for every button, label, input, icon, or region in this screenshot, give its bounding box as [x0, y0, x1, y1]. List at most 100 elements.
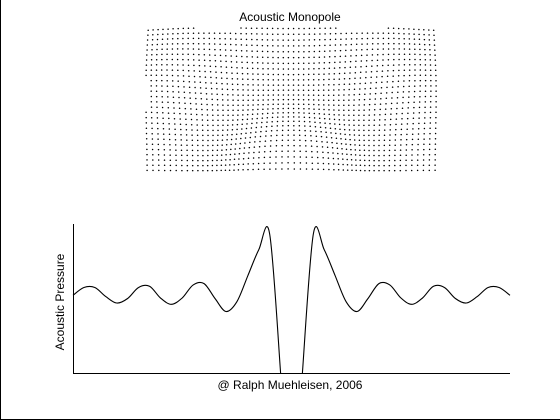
field-dot-1508 [242, 169, 244, 171]
field-dot-1067 [282, 125, 284, 127]
field-dot-952 [267, 117, 269, 119]
field-dot-1511 [258, 169, 260, 171]
field-dot-803 [358, 104, 360, 106]
field-dot-483 [420, 69, 422, 71]
field-dot-1061 [251, 127, 253, 129]
field-dot-632 [328, 89, 330, 91]
field-dot-654 [156, 90, 158, 92]
field-dot-313 [409, 53, 411, 55]
field-dot-646 [403, 86, 405, 88]
field-dot-941 [212, 120, 214, 122]
field-dot-680 [293, 94, 295, 96]
field-dot-1266 [152, 149, 154, 151]
field-dot-682 [303, 94, 305, 96]
field-dot-989 [168, 123, 170, 125]
field-dot-176 [277, 45, 279, 47]
field-dot-721 [222, 99, 224, 101]
field-dot-150 [434, 39, 436, 41]
field-dot-496 [194, 76, 196, 78]
field-dot-776 [222, 104, 224, 106]
field-dot-1008 [266, 121, 268, 123]
field-dot-800 [343, 105, 345, 107]
field-dot-1436 [164, 165, 166, 167]
field-dot-829 [212, 109, 214, 111]
field-dot-735 [293, 99, 295, 101]
field-dot-1057 [232, 129, 234, 131]
field-dot-653 [150, 90, 152, 92]
field-dot-20 [293, 28, 295, 30]
field-dot-258 [414, 48, 416, 50]
field-dot-446 [226, 72, 228, 74]
field-dot-345 [283, 63, 285, 65]
field-dot-728 [257, 99, 259, 101]
field-dot-272 [193, 54, 195, 56]
field-dot-722 [227, 99, 229, 101]
field-dot-1519 [306, 168, 308, 170]
field-dot-1525 [338, 169, 340, 171]
field-dot-610 [216, 88, 218, 90]
field-dot-1279 [221, 149, 223, 151]
field-dot-1291 [281, 145, 283, 147]
field-dot-194 [372, 43, 374, 45]
field-dot-998 [217, 125, 219, 127]
field-dot-617 [252, 89, 254, 91]
field-dot-1540 [411, 170, 413, 172]
field-dot-94 [433, 34, 435, 36]
field-dot-1217 [192, 145, 194, 147]
field-dot-1034 [401, 123, 403, 125]
field-dot-988 [163, 123, 165, 125]
field-dot-273 [198, 54, 200, 56]
field-dot-868 [413, 107, 415, 109]
field-dot-1258 [400, 144, 402, 146]
field-dot-564 [263, 84, 265, 86]
field-dot-1407 [306, 156, 308, 158]
field-dot-475 [376, 71, 378, 73]
field-dot-501 [221, 77, 223, 79]
field-dot-484 [425, 69, 427, 71]
field-dot-1189 [336, 137, 338, 139]
field-dot-1084 [368, 130, 370, 132]
field-dot-209 [156, 49, 158, 51]
field-dot-984 [435, 117, 437, 119]
field-dot-1355 [327, 152, 329, 154]
field-dot-414 [350, 67, 352, 69]
field-dot-914 [358, 115, 360, 117]
field-dot-1227 [240, 143, 242, 145]
field-dot-1059 [241, 128, 243, 130]
field-dot-837 [252, 109, 254, 111]
field-dot-847 [303, 108, 305, 110]
field-dot-1123 [282, 130, 284, 132]
field-dot-934 [174, 118, 176, 120]
field-dot-910 [338, 114, 340, 116]
field-dot-1081 [353, 129, 355, 131]
field-dot-586 [376, 82, 378, 84]
field-dot-433 [156, 69, 158, 71]
field-dot-589 [392, 81, 394, 83]
field-dot-920 [390, 113, 392, 115]
field-dot-841 [272, 108, 274, 110]
field-dot-419 [377, 65, 379, 67]
field-dot-1308 [368, 150, 370, 152]
field-dot-26 [324, 27, 326, 29]
field-dot-127 [314, 39, 316, 41]
field-dot-712 [173, 96, 175, 98]
field-dot-69 [303, 33, 305, 35]
field-dot-88 [403, 33, 405, 35]
field-dot-417 [366, 66, 368, 68]
field-dot-1229 [249, 142, 251, 144]
field-dot-1065 [271, 125, 273, 127]
field-dot-1002 [237, 124, 239, 126]
field-dot-1461 [294, 162, 296, 164]
field-dot-893 [252, 114, 254, 116]
field-dot-1472 [351, 164, 353, 166]
field-dot-1402 [275, 156, 277, 158]
field-dot-709 [156, 96, 158, 98]
field-dot-358 [350, 61, 352, 63]
field-dot-799 [338, 104, 340, 106]
field-dot-1215 [181, 144, 183, 146]
field-dot-778 [232, 105, 234, 107]
field-dot-1109 [212, 135, 214, 137]
field-dot-1319 [429, 149, 431, 151]
field-dot-758 [414, 96, 416, 98]
field-dot-954 [277, 116, 279, 118]
